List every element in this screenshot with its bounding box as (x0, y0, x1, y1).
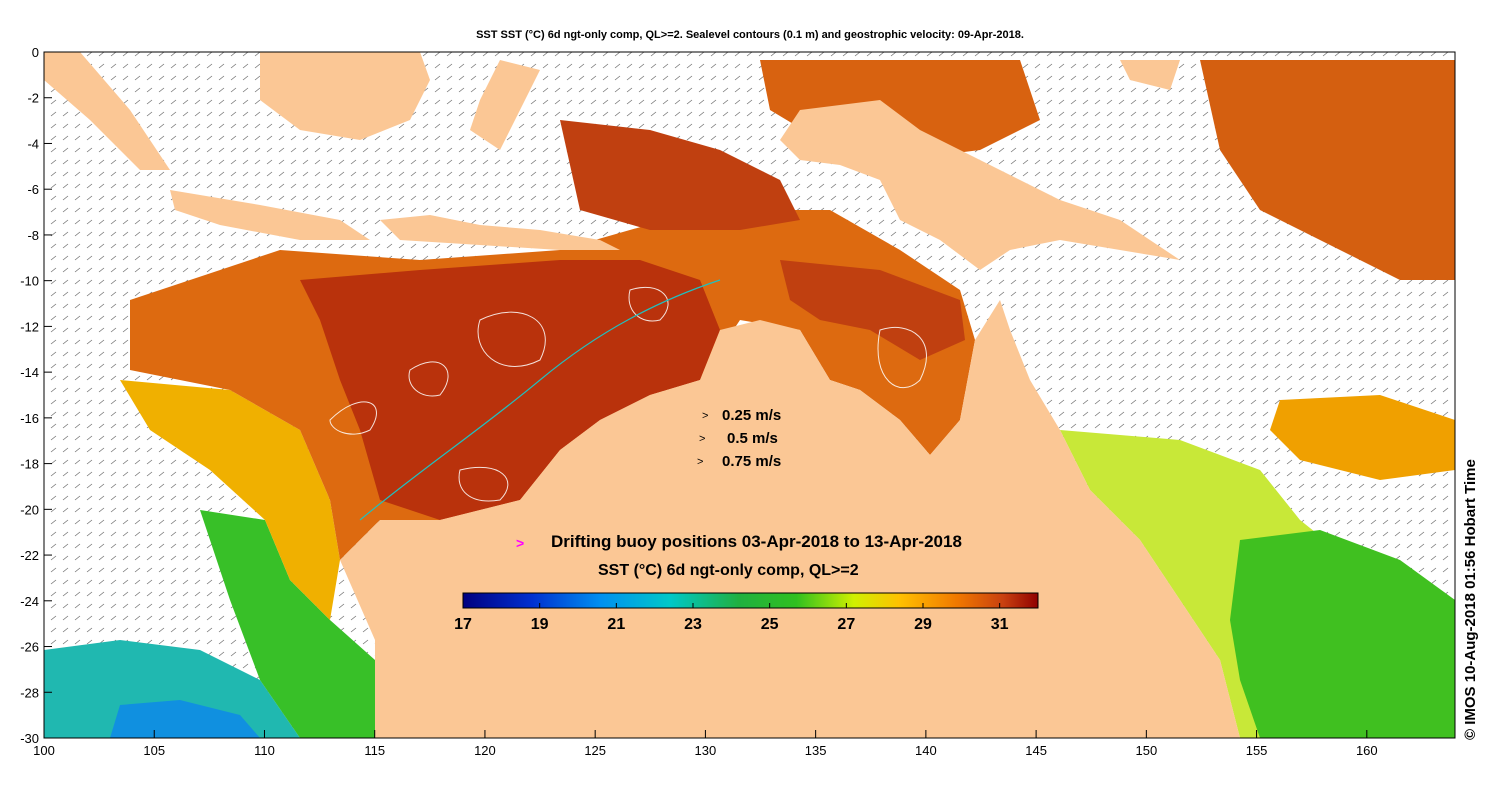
colorbar (462, 592, 1039, 609)
y-tick-label: -26 (20, 640, 39, 655)
sealevel-contours (329, 286, 927, 502)
colorbar-title: SST (°C) 6d ngt-only comp, QL>=2 (598, 562, 859, 579)
sst-region-banda (560, 120, 800, 230)
x-axis: 100 105 110 115 120 125 130 135 140 145 150 155 160 (33, 730, 1378, 758)
colorbar-tick-label: 31 (991, 616, 1009, 633)
y-tick-label: -4 (27, 136, 39, 151)
x-tick-label: 145 (1025, 743, 1047, 758)
x-tick-label: 135 (805, 743, 827, 758)
x-tick-label: 155 (1246, 743, 1268, 758)
y-tick-label: -2 (27, 91, 39, 106)
land (44, 52, 1240, 738)
australia (340, 300, 1240, 738)
plot-frame (43, 51, 1456, 739)
x-tick-label: 120 (474, 743, 496, 758)
sst-region-coldest (110, 700, 260, 738)
colorbar-tick-label: 29 (914, 616, 932, 633)
sst-region-cool (44, 640, 300, 738)
x-tick-label: 160 (1356, 743, 1378, 758)
colorbar-tick-label: 19 (531, 616, 549, 633)
y-tick-label: -20 (20, 502, 39, 517)
velocity-arrow-small-icon: > (702, 410, 709, 422)
sst-region-green-west (200, 510, 375, 738)
buoy-legend-label: Drifting buoy positions 03-Apr-2018 to 1… (551, 532, 962, 551)
colorbar-tick-label: 27 (837, 616, 855, 633)
java (170, 190, 370, 240)
y-tick-label: -22 (20, 548, 39, 563)
x-tick-label: 140 (915, 743, 937, 758)
x-tick-label: 105 (143, 743, 165, 758)
colorbar-tick-label: 25 (761, 616, 779, 633)
map-title: SST SST (°C) 6d ngt-only comp, QL>=2. Se… (476, 29, 1024, 41)
x-tick-label: 150 (1135, 743, 1157, 758)
sulawesi (470, 60, 540, 150)
x-tick-label: 125 (584, 743, 606, 758)
borneo (260, 52, 430, 140)
sst-region-yellow-west (120, 380, 340, 620)
velocity-scale-label: 0.25 m/s (722, 407, 782, 424)
shelf-contour (359, 279, 721, 521)
x-tick-label: 100 (33, 743, 55, 758)
y-tick-label: -30 (20, 731, 39, 746)
y-tick-label: -10 (20, 274, 39, 289)
colorbar-tick-label: 23 (684, 616, 702, 633)
y-tick-label: -24 (20, 594, 39, 609)
velocity-arrow-large-icon: > (697, 456, 704, 468)
islands-ne (1120, 60, 1180, 90)
colorbar-tick-label: 21 (607, 616, 625, 633)
velocity-scale-label: 0.5 m/s (727, 430, 778, 447)
x-tick-label: 130 (695, 743, 717, 758)
y-axis: 0 -2 -4 -6 -8 -10 -12 -14 -16 -18 -20 -22 -24 -26 -28 -… (20, 45, 52, 746)
y-tick-label: -28 (20, 685, 39, 700)
sst-region-pacific (1200, 60, 1455, 280)
colorbar-ticks: 17 19 21 23 25 27 29 31 (454, 603, 1009, 633)
new-guinea (780, 100, 1180, 270)
y-tick-label: -16 (20, 411, 39, 426)
sst-field (44, 60, 1455, 738)
y-tick-label: 0 (32, 45, 39, 60)
y-tick-label: -6 (27, 182, 39, 197)
y-tick-label: -8 (27, 228, 39, 243)
buoy-marker-icon: > (516, 535, 525, 551)
sst-region-coral-green (1230, 530, 1455, 738)
sst-region-hot-east (780, 260, 965, 360)
y-tick-label: -12 (20, 319, 39, 334)
y-tick-label: -18 (20, 457, 39, 472)
velocity-scale-label: 0.75 m/s (722, 453, 782, 470)
credit-text: © IMOS 10-Aug-2018 01:56 Hobart Time (1462, 459, 1479, 740)
x-tick-label: 115 (364, 743, 385, 758)
y-tick-label: -14 (20, 365, 39, 380)
sst-region-coral-orange (1270, 395, 1455, 480)
velocity-arrow-medium-icon: > (699, 433, 706, 445)
sst-region-hot (300, 260, 720, 520)
colorbar-tick-label: 17 (454, 616, 472, 633)
x-tick-label: 110 (254, 743, 275, 758)
lesser-sunda (380, 215, 620, 250)
sumatra (44, 52, 170, 170)
